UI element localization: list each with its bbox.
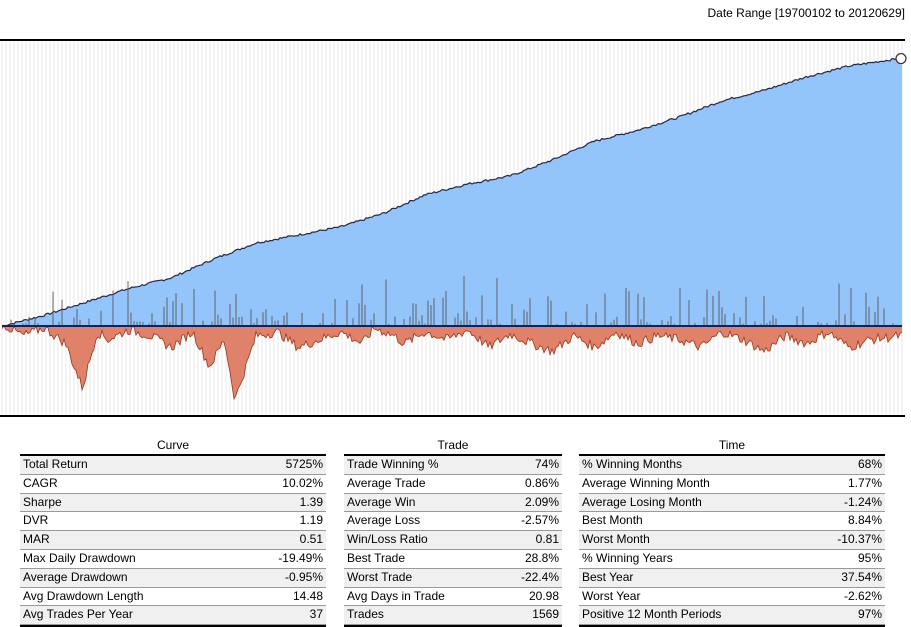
stat-value: 37 <box>309 607 323 622</box>
stat-value: 8.84% <box>847 513 882 528</box>
table-row: Sharpe 1.39 <box>20 493 326 513</box>
curve-table-title: Curve <box>20 436 326 456</box>
table-row: Positive 12 Month Periods 97% <box>579 606 885 626</box>
table-row: Total Return 5725% <box>20 456 326 475</box>
end-marker <box>895 52 907 65</box>
stat-label: Sharpe <box>23 494 62 509</box>
table-row: % Winning Years 95% <box>579 550 885 569</box>
stat-value: 10.02% <box>282 475 323 490</box>
equity-area <box>2 57 902 327</box>
table-row: Average Trade 0.86% <box>344 475 562 494</box>
stat-label: Trades <box>347 607 384 622</box>
stat-label: Trade Winning % <box>347 457 439 471</box>
stat-label: % Winning Years <box>582 550 673 565</box>
stat-value: -1.24% <box>843 494 882 509</box>
stat-value: 0.51 <box>299 532 323 547</box>
stat-label: % Winning Months <box>582 457 683 471</box>
stat-label: MAR <box>23 532 50 547</box>
stat-label: Average Trade <box>347 475 426 490</box>
stat-value: 74% <box>534 457 559 471</box>
table-row: DVR 1.19 <box>20 512 326 532</box>
stat-value: -10.37% <box>837 532 882 547</box>
stat-label: Total Return <box>23 457 88 471</box>
trade-bars <box>10 275 894 326</box>
stat-label: Worst Year <box>582 588 641 603</box>
stat-label: Average Winning Month <box>582 475 710 490</box>
stat-value: 1.39 <box>299 494 323 509</box>
stat-value: -0.95% <box>284 569 323 584</box>
table-row: Best Year 37.54% <box>579 568 885 588</box>
stat-value: 20.98 <box>528 588 559 603</box>
stat-label: Best Trade <box>347 550 406 565</box>
time-table-title: Time <box>579 436 885 456</box>
stat-label: DVR <box>23 513 49 528</box>
stat-label: Win/Loss Ratio <box>347 532 428 547</box>
stat-label: Max Daily Drawdown <box>23 550 136 565</box>
table-row: Trade Winning % 74% <box>344 456 562 475</box>
stat-value: 5725% <box>285 457 323 471</box>
table-row: Best Month 8.84% <box>579 512 885 532</box>
table-row: Worst Month -10.37% <box>579 531 885 550</box>
table-row: Average Win 2.09% <box>344 493 562 513</box>
stat-label: Average Win <box>347 494 416 509</box>
stat-label: Avg Trades Per Year <box>23 607 133 622</box>
stat-label: Avg Drawdown Length <box>23 588 144 603</box>
stat-value: -2.57% <box>520 513 559 528</box>
table-row: Best Trade 28.8% <box>344 550 562 569</box>
table-row: Worst Trade -22.4% <box>344 568 562 588</box>
stat-value: 95% <box>857 550 882 565</box>
table-row: Worst Year -2.62% <box>579 588 885 607</box>
stat-value: 28.8% <box>524 550 559 565</box>
equity-chart <box>0 38 911 419</box>
stat-value: -2.62% <box>843 588 882 603</box>
curve-stats-table: Curve Total Return 5725% CAGR 10.02% Sharp… <box>20 436 326 627</box>
stat-value: 1.19 <box>299 513 323 528</box>
drawdown-area <box>2 326 902 399</box>
stat-label: Worst Trade <box>347 569 413 584</box>
stat-label: Worst Month <box>582 532 650 547</box>
stat-label: Avg Days in Trade <box>347 588 445 603</box>
stat-label: Positive 12 Month Periods <box>582 607 722 622</box>
table-row: Avg Days in Trade 20.98 <box>344 588 562 607</box>
stat-value: -19.49% <box>278 550 323 565</box>
date-range-label: Date Range [19700102 to 20120629] <box>707 6 905 20</box>
stat-value: 68% <box>857 457 882 471</box>
stat-value: 1569 <box>532 607 559 622</box>
stat-label: Best Month <box>582 513 643 528</box>
stat-label: Average Losing Month <box>582 494 702 509</box>
stat-label: CAGR <box>23 475 58 490</box>
table-row: Win/Loss Ratio 0.81 <box>344 531 562 550</box>
equity-chart-svg <box>0 39 907 417</box>
trade-table-title: Trade <box>344 436 562 456</box>
table-row: Avg Trades Per Year 37 <box>20 606 326 626</box>
drawdown-line <box>1 324 903 401</box>
stat-value: 0.81 <box>535 532 559 547</box>
stat-label: Best Year <box>582 569 634 584</box>
stat-label: Average Drawdown <box>23 569 128 584</box>
table-row: Average Winning Month 1.77% <box>579 475 885 494</box>
table-row: % Winning Months 68% <box>579 456 885 475</box>
stat-value: 14.48 <box>292 588 323 603</box>
table-row: CAGR 10.02% <box>20 475 326 494</box>
stat-value: 37.54% <box>841 569 882 584</box>
table-row: Avg Drawdown Length 14.48 <box>20 588 326 607</box>
table-row: MAR 0.51 <box>20 531 326 550</box>
stat-label: Average Loss <box>347 513 421 528</box>
stat-value: 0.86% <box>524 475 559 490</box>
table-row: Max Daily Drawdown -19.49% <box>20 550 326 569</box>
table-row: Trades 1569 <box>344 606 562 626</box>
table-row: Average Losing Month -1.24% <box>579 493 885 513</box>
stat-value: 97% <box>857 607 882 622</box>
time-stats-table: Time % Winning Months 68% Average Winning… <box>579 436 885 627</box>
table-row: Average Loss -2.57% <box>344 512 562 532</box>
table-row: Average Drawdown -0.95% <box>20 568 326 588</box>
equity-line <box>1 56 903 327</box>
stat-value: 2.09% <box>524 494 559 509</box>
trade-stats-table: Trade Trade Winning % 74% Average Trade 0.… <box>344 436 562 627</box>
stat-value: -22.4% <box>520 569 559 584</box>
stat-value: 1.77% <box>847 475 882 490</box>
